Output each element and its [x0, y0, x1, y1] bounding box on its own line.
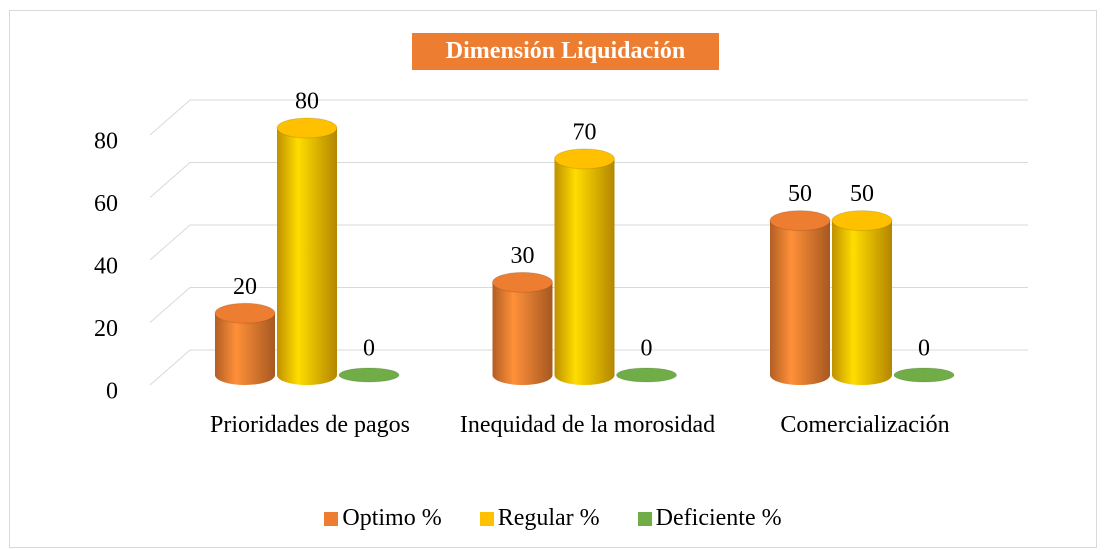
legend-swatch [637, 511, 652, 526]
grid-line [149, 162, 191, 198]
legend-item: Deficiente % [637, 505, 782, 532]
bar-body [277, 128, 337, 385]
bar [214, 302, 276, 385]
data-label: 80 [295, 89, 319, 115]
bar-cap [554, 148, 615, 170]
bar-cap [893, 367, 955, 383]
legend-label: Regular % [497, 505, 600, 531]
bar-cap [338, 367, 400, 383]
bar-body [492, 282, 553, 385]
bar [769, 210, 831, 385]
bar [893, 367, 955, 383]
data-label: 30 [511, 243, 535, 269]
bar-cap [276, 117, 338, 139]
bar-cap [769, 210, 831, 232]
bar [831, 210, 893, 385]
data-label: 50 [850, 181, 874, 207]
x-tick-label: Prioridades de pagos [210, 412, 410, 438]
x-tick-label: Inequidad de la morosidad [459, 412, 716, 438]
legend-label: Optimo % [342, 505, 442, 531]
data-label: 20 [233, 274, 257, 300]
legend-item: Optimo % [324, 505, 442, 532]
y-tick-label: 0 [106, 379, 118, 405]
legend-item: Regular % [479, 505, 600, 532]
data-label: 0 [363, 336, 375, 362]
bar [616, 367, 677, 383]
y-tick-label: 80 [94, 129, 118, 155]
x-tick-label: Comercialización [780, 412, 950, 438]
bar [492, 271, 553, 385]
bar [338, 367, 400, 383]
bar-body [554, 158, 615, 385]
grid-line [149, 287, 191, 323]
bar [276, 117, 338, 385]
y-tick-label: 60 [94, 191, 118, 217]
data-label: 0 [641, 336, 653, 362]
data-label: 50 [788, 181, 812, 207]
grid-line [149, 99, 191, 136]
legend-label: Deficiente % [655, 505, 782, 531]
bar [554, 148, 615, 385]
legend-swatch [324, 511, 339, 526]
bar-cap [492, 271, 553, 293]
y-tick-label: 40 [94, 254, 118, 280]
chart-title: Dimensión Liquidación [412, 33, 719, 70]
bar-cap [214, 302, 276, 324]
y-tick-label: 20 [94, 316, 118, 342]
bar-body [215, 313, 275, 385]
data-label: 0 [918, 336, 930, 362]
legend: Optimo % Regular % Deficiente % [0, 505, 1106, 532]
bar-body [832, 220, 892, 385]
bar-cap [831, 210, 893, 232]
grid-line [149, 349, 191, 386]
chart-border [9, 10, 1097, 548]
grid-line [149, 224, 191, 261]
bar-cap [616, 367, 677, 383]
data-label: 70 [573, 119, 597, 145]
bar-body [770, 220, 830, 385]
legend-swatch [479, 511, 494, 526]
